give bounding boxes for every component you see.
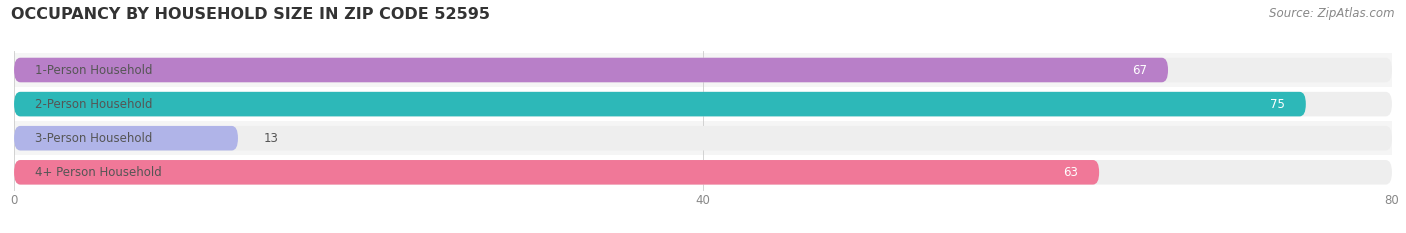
Text: 67: 67 [1132,64,1147,76]
FancyBboxPatch shape [14,58,1392,82]
FancyBboxPatch shape [0,53,1406,87]
Text: 63: 63 [1063,166,1078,179]
Text: 2-Person Household: 2-Person Household [35,98,152,111]
Text: OCCUPANCY BY HOUSEHOLD SIZE IN ZIP CODE 52595: OCCUPANCY BY HOUSEHOLD SIZE IN ZIP CODE … [11,7,491,22]
FancyBboxPatch shape [14,92,1392,116]
Text: 4+ Person Household: 4+ Person Household [35,166,162,179]
FancyBboxPatch shape [0,155,1406,189]
FancyBboxPatch shape [14,126,1392,151]
Text: 75: 75 [1270,98,1285,111]
FancyBboxPatch shape [14,126,238,151]
FancyBboxPatch shape [14,58,1168,82]
FancyBboxPatch shape [14,160,1099,185]
FancyBboxPatch shape [0,121,1406,155]
FancyBboxPatch shape [14,92,1306,116]
Text: 13: 13 [264,132,278,145]
FancyBboxPatch shape [14,160,1392,185]
Text: Source: ZipAtlas.com: Source: ZipAtlas.com [1270,7,1395,20]
FancyBboxPatch shape [0,87,1406,121]
Text: 3-Person Household: 3-Person Household [35,132,152,145]
Text: 1-Person Household: 1-Person Household [35,64,152,76]
